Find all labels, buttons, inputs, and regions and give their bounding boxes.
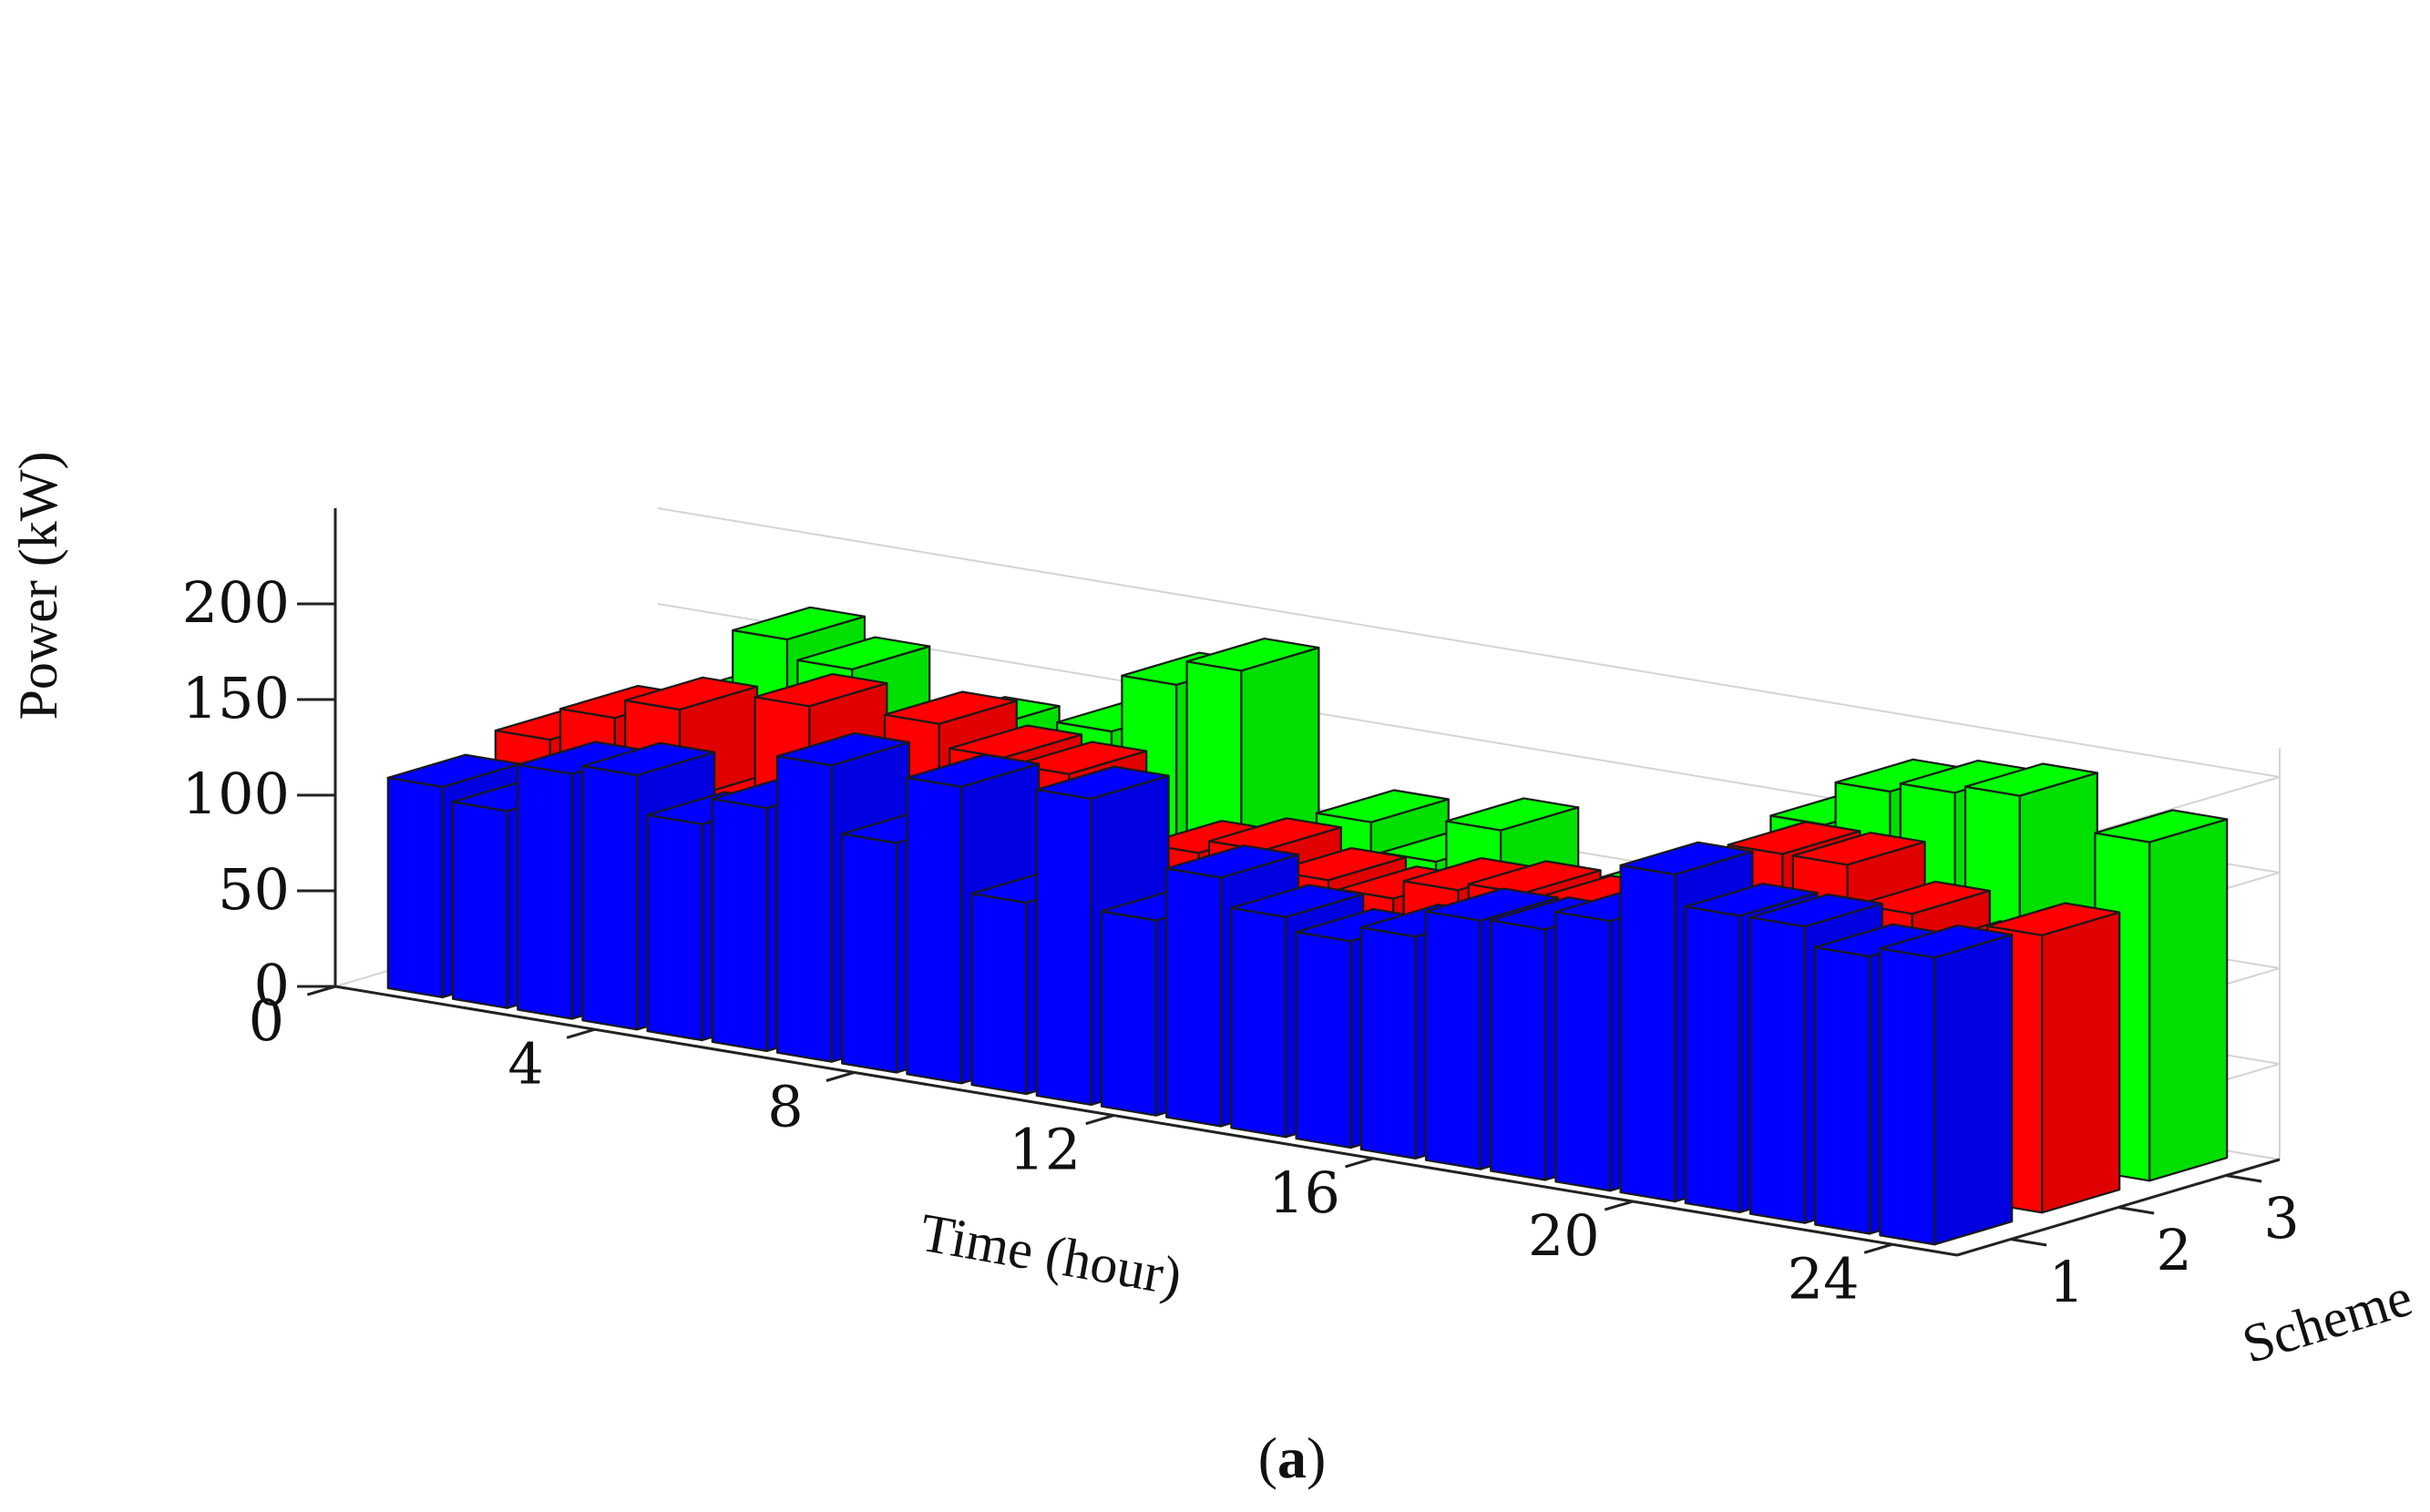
bar-front-face [1165, 867, 1223, 1128]
bar-top-face [1185, 637, 1320, 672]
y-tick-label: 3 [2263, 1185, 2299, 1251]
x-tick-label: 16 [1268, 1160, 1340, 1226]
z-tick-label: 50 [218, 856, 290, 923]
bar-front-face [1554, 911, 1612, 1192]
bar-front-face [775, 755, 833, 1063]
bar-top-face [775, 731, 910, 767]
caption-open-paren: ( [1258, 1425, 1277, 1490]
bar-top-face [1165, 844, 1300, 879]
x-tick-mark [1085, 1114, 1114, 1126]
z-tick-label: 100 [182, 761, 290, 827]
x-tick-label: 20 [1528, 1202, 1600, 1269]
x-axis-label: Time (hour) [916, 1202, 1186, 1307]
bar-top-face [1963, 762, 2098, 797]
y-axis-label: Scheme [2236, 1267, 2419, 1375]
z-tick-label: 200 [182, 569, 290, 636]
x-tick-mark [825, 1070, 856, 1082]
bar-top-face [1879, 924, 2014, 959]
bar-front-face [1230, 906, 1287, 1139]
z-tick-label: 0 [254, 952, 290, 1018]
bar-side-face [2148, 818, 2229, 1182]
bar-front-face [970, 892, 1028, 1096]
bar-front-face [517, 763, 574, 1020]
bar-top-face [1791, 832, 1926, 866]
bar-top-face [1748, 893, 1883, 928]
y-tick-mark [2225, 1174, 2262, 1183]
bar-front-face [386, 776, 444, 999]
y-tick-mark [2117, 1206, 2155, 1215]
y-tick-label: 1 [2048, 1249, 2084, 1315]
z-axis-label: Power (kW) [8, 452, 68, 720]
bar-top-face [2094, 809, 2229, 843]
bar-front-face [646, 813, 703, 1042]
bar-top-face [1684, 883, 1819, 917]
x-tick-mark [566, 1027, 596, 1039]
bar-top-face [1727, 821, 1861, 855]
bars-layer [386, 606, 2229, 1246]
x-axis-line [334, 985, 1958, 1257]
x-tick-mark [306, 985, 336, 996]
bar-side-face [1933, 933, 2014, 1246]
x-tick-label: 8 [767, 1074, 803, 1140]
bar-front-face [1814, 945, 1871, 1235]
z-tick-label: 150 [182, 665, 290, 731]
bar-top-face [1013, 741, 1148, 775]
bar-top-face [883, 690, 1018, 725]
bar-top-face [1986, 902, 2121, 936]
y-tick-mark [2010, 1238, 2047, 1247]
x-tick-mark [1604, 1200, 1634, 1211]
caption-close-paren: ) [1307, 1425, 1326, 1490]
bar-top-face [754, 672, 888, 708]
x-tick-mark [1345, 1157, 1374, 1169]
bar-front-face [1748, 916, 1806, 1224]
bar-front-face [906, 776, 963, 1085]
bar-front-face [1359, 926, 1417, 1160]
x-tick-mark [1863, 1242, 1893, 1254]
bar-top-face [624, 676, 759, 711]
bar-top-face [1424, 887, 1559, 922]
bar-top-face [1273, 846, 1408, 882]
bar-scheme1-hour24 [1879, 924, 2014, 1246]
bar-front-face [451, 801, 508, 1009]
bar-front-face [1684, 905, 1741, 1214]
bar-top-face [796, 636, 931, 670]
bar-front-face [1035, 788, 1092, 1107]
bar-front-face [1879, 947, 1936, 1246]
bar-front-face [711, 798, 768, 1053]
bar-front-face [1490, 919, 1547, 1181]
bar-top-face [1445, 797, 1580, 832]
bar-front-face [1295, 931, 1352, 1149]
y-tick-label: 2 [2156, 1217, 2191, 1283]
x-tick-label: 0 [249, 987, 284, 1054]
caption-letter: a [1277, 1425, 1307, 1490]
bar-front-face [581, 764, 639, 1031]
bar-top-face [1619, 841, 1754, 876]
bar-front-face [1100, 910, 1157, 1117]
bar-top-face [581, 741, 716, 777]
bar-top-face [1315, 789, 1450, 823]
bar-side-face [2041, 911, 2121, 1214]
x-tick-label: 12 [1009, 1117, 1081, 1183]
bar-top-face [1230, 884, 1365, 918]
bar-top-face [906, 753, 1041, 788]
bar-front-face [841, 833, 898, 1074]
grid-line-back [657, 507, 2281, 778]
x-tick-label: 24 [1788, 1245, 1860, 1312]
figure-caption: (a) [1258, 1425, 1327, 1490]
x-tick-label: 4 [508, 1030, 543, 1097]
bar-top-face [1856, 880, 1991, 915]
bar-front-face [1619, 863, 1676, 1203]
bar-top-face [732, 606, 866, 641]
bar-top-face [1035, 765, 1170, 801]
bar-front-face [1424, 910, 1482, 1170]
